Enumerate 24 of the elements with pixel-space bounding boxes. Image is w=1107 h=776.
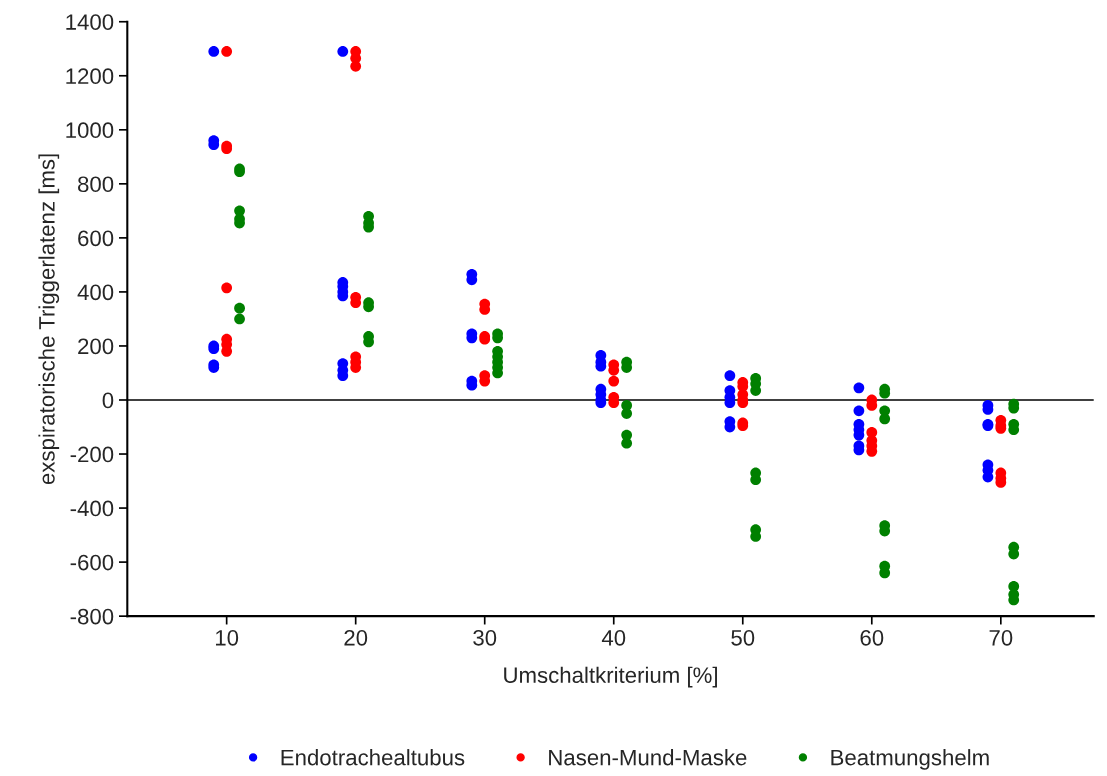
y-tick-label: 0 — [102, 392, 114, 409]
y-tick-label: 1400 — [66, 14, 114, 30]
x-tick-label: 70 — [989, 629, 1013, 646]
x-tick-label: 10 — [215, 629, 239, 646]
y-axis-title: exspiratorische Triggerlatenz [ms] — [38, 154, 60, 485]
y-tick-label: -200 — [70, 446, 114, 463]
x-tick-label: 50 — [731, 629, 755, 646]
x-tick-label: 20 — [344, 629, 368, 646]
y-tick-label: 800 — [78, 176, 114, 193]
y-tick-label: -800 — [70, 608, 114, 625]
y-tick-label: -600 — [70, 554, 114, 571]
y-tick-label: 400 — [77, 284, 114, 301]
x-tick-label: 40 — [601, 629, 626, 646]
legend-label: Beatmungshelm — [831, 749, 989, 770]
x-tick-label: 60 — [860, 629, 884, 646]
legend-label: Endotrachealtubus — [281, 749, 465, 766]
y-tick-label: 600 — [78, 230, 114, 247]
y-tick-label: 1000 — [66, 122, 114, 139]
x-axis-title: Umschaltkriterium [%] — [504, 666, 717, 688]
y-tick-label: 1200 — [66, 68, 114, 85]
y-tick-label: 200 — [78, 338, 114, 355]
y-tick-label: -400 — [70, 500, 114, 517]
x-tick-label: 30 — [473, 629, 497, 646]
legend-label: Nasen-Mund-Maske — [549, 749, 747, 766]
